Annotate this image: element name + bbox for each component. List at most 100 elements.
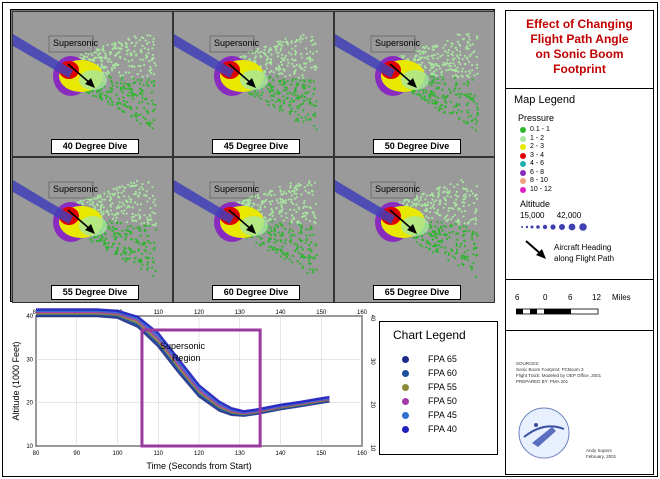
sources-line-4: PREPARED BY: PMA 201 bbox=[516, 379, 569, 384]
legend-swatch bbox=[402, 370, 409, 377]
pressure-swatch bbox=[520, 152, 526, 159]
dive-angle-label: 65 Degree Dive bbox=[373, 285, 461, 300]
x-tick-label: 130 bbox=[235, 451, 246, 457]
y-tick-label: 40 bbox=[26, 314, 33, 320]
y-tick-label-right: 20 bbox=[369, 401, 375, 408]
heading-arrow-icon bbox=[525, 240, 546, 259]
footprint-map-panel: Supersonic 40 Degree Dive bbox=[12, 11, 173, 157]
x-tick-label: 150 bbox=[316, 451, 327, 457]
x-tick-label: 150 bbox=[316, 310, 327, 316]
sources-line-3: Flight Track: Modeled by OEP Office, 200… bbox=[516, 373, 602, 378]
x-tick-label: 120 bbox=[194, 451, 205, 457]
footprint-maps-grid: Supersonic 40 Degree Dive Supersonic 45 Deg… bbox=[10, 9, 495, 303]
x-axis-label: Time (Seconds from Start) bbox=[146, 461, 251, 471]
x-tick-label: 140 bbox=[275, 310, 286, 316]
x-tick-label: 80 bbox=[33, 451, 40, 457]
scale-unit: Miles bbox=[612, 293, 631, 302]
credit-text: Andy Sopers February, 2001 bbox=[586, 448, 616, 460]
pressure-label-item: 1 - 2 bbox=[530, 134, 545, 142]
credit-line-1: Andy Sopers bbox=[586, 448, 612, 453]
legend-swatch bbox=[402, 356, 409, 363]
pressure-swatch bbox=[520, 144, 526, 150]
legend-item-label: FPA 45 bbox=[428, 410, 457, 420]
pressure-swatch bbox=[520, 186, 526, 193]
x-tick-label: 120 bbox=[194, 310, 205, 316]
footprint-map-panel: Supersonic 55 Degree Dive bbox=[12, 157, 173, 303]
heading-line-1: Aircraft Heading bbox=[554, 243, 612, 252]
title-line-2: Flight Path Angle bbox=[530, 32, 629, 46]
dive-angle-label: 60 Degree Dive bbox=[212, 285, 300, 300]
legend-swatch bbox=[402, 412, 409, 419]
legend-swatch bbox=[402, 384, 409, 391]
x-tick-label: 160 bbox=[357, 310, 368, 316]
footprint-map bbox=[335, 179, 479, 278]
pressure-label-item: 0.1 - 1 bbox=[530, 126, 550, 133]
pressure-label-item: 2 - 3 bbox=[530, 143, 545, 150]
sources-line-2: Sonic Boom Footprint: PCBoom 3 bbox=[516, 367, 584, 372]
pressure-label-item: 6 - 8 bbox=[530, 168, 545, 176]
scale-label-1: 6 bbox=[515, 293, 520, 302]
x-tick-label: 130 bbox=[235, 310, 246, 316]
scale-label-3: 6 bbox=[568, 293, 573, 302]
altitude-high: 42,000 bbox=[556, 211, 582, 220]
dive-angle-label: 45 Degree Dive bbox=[212, 139, 300, 154]
sources-line-1: SOURCES: bbox=[516, 361, 540, 366]
altitude-size-symbols bbox=[521, 223, 587, 231]
pressure-label-item: 4 - 6 bbox=[530, 160, 545, 167]
footprint-map-panel: Supersonic 65 Degree Dive bbox=[334, 157, 495, 303]
x-tick-label: 110 bbox=[153, 451, 163, 457]
credit-line-2: February, 2001 bbox=[586, 454, 617, 459]
y-tick-label: 20 bbox=[26, 401, 33, 407]
pressure-label-item: 8 - 10 bbox=[530, 177, 548, 184]
pressure-label-item: 10 - 12 bbox=[530, 185, 552, 193]
pressure-swatch bbox=[520, 127, 526, 133]
x-tick-label: 100 bbox=[112, 451, 123, 457]
footprint-map-panel: Supersonic 50 Degree Dive bbox=[334, 11, 495, 157]
series-line bbox=[36, 308, 330, 413]
legend-swatch bbox=[402, 426, 409, 433]
heading-legend-text: Aircraft Heading along Flight Path bbox=[554, 242, 614, 264]
chart-legend: Chart Legend FPA 65 FPA 60 FPA 55 FPA 50 FPA… bbox=[379, 321, 498, 455]
x-tick-label: 140 bbox=[275, 451, 286, 457]
altitude-label: Altitude bbox=[520, 199, 551, 209]
supersonic-label: Supersonic bbox=[214, 38, 260, 48]
pressure-label: Pressure bbox=[518, 113, 555, 123]
footprint-map-panel: Supersonic 60 Degree Dive bbox=[173, 157, 334, 303]
legend-item-label: FPA 50 bbox=[428, 396, 457, 406]
title-box: Effect of Changing Flight Path Angle on … bbox=[505, 10, 654, 89]
altitude-range: 15,000 42,000 bbox=[520, 211, 581, 220]
x-tick-label: 110 bbox=[153, 310, 163, 316]
pressure-swatch bbox=[520, 178, 526, 184]
y-tick-label-right: 40 bbox=[369, 315, 375, 322]
pressure-swatch bbox=[520, 169, 526, 176]
y-tick-label-right: 30 bbox=[369, 358, 375, 365]
footprint-map bbox=[13, 34, 157, 130]
altitude-chart: 8080909010010011011012012013013014014015… bbox=[11, 308, 375, 471]
supersonic-label: Supersonic bbox=[53, 38, 99, 48]
y-tick-label: 30 bbox=[26, 357, 33, 363]
agency-logo bbox=[518, 407, 570, 459]
supersonic-label: Supersonic bbox=[375, 38, 421, 48]
y-tick-label: 10 bbox=[26, 444, 33, 450]
pressure-label-item: 3 - 4 bbox=[530, 151, 545, 159]
title-line-4: Footprint bbox=[553, 62, 606, 76]
scale-label-4: 12 bbox=[592, 293, 601, 302]
supersonic-region-box bbox=[140, 328, 262, 448]
heading-line-2: along Flight Path bbox=[554, 254, 615, 263]
chart-legend-title: Chart Legend bbox=[393, 328, 466, 342]
footprint-map bbox=[335, 33, 480, 132]
legend-swatch bbox=[402, 398, 409, 405]
supersonic-label: Supersonic bbox=[53, 184, 99, 194]
pressure-swatch bbox=[520, 161, 526, 167]
footprint-map-panel: Supersonic 45 Degree Dive bbox=[173, 11, 334, 157]
footprint-map bbox=[174, 180, 318, 275]
x-tick-label: 90 bbox=[73, 451, 80, 457]
title-line-1: Effect of Changing bbox=[526, 17, 633, 31]
map-legend-title: Map Legend bbox=[514, 94, 576, 106]
region-label-line-2: Region bbox=[172, 353, 201, 363]
legend-item-label: FPA 40 bbox=[428, 424, 457, 434]
legend-item-label: FPA 60 bbox=[428, 368, 457, 378]
dive-angle-label: 40 Degree Dive bbox=[51, 139, 139, 154]
sources-box: SOURCES: Sonic Boom Footprint: PCBoom 3 … bbox=[505, 330, 654, 475]
